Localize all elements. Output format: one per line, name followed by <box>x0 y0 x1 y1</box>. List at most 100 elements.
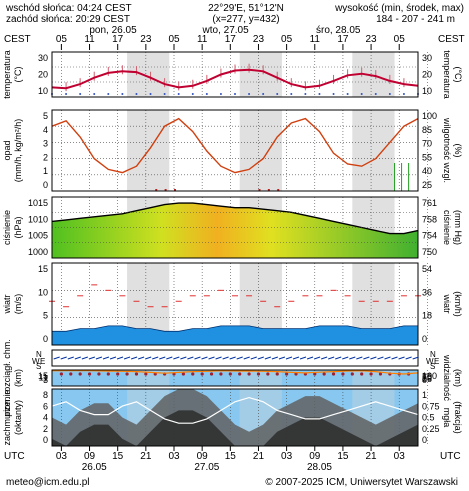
cloud-top-dot <box>181 372 185 376</box>
top-day-label: wto, 27.05 <box>202 25 250 36</box>
dewpoint-dot <box>65 93 68 95</box>
wind-arrow <box>335 356 342 360</box>
wind-arrow <box>194 356 201 360</box>
panel-border <box>51 262 419 346</box>
ytick-left: 1 <box>43 166 48 176</box>
wind-dir-label-s-right: S <box>430 362 435 371</box>
ytick-left: 3 <box>43 375 48 385</box>
precip-trace <box>155 189 158 191</box>
ytick-right: 0.75 <box>422 401 440 411</box>
coords-text: 22°29'E, 51°12'N <box>208 3 284 14</box>
timezone-left: CEST <box>4 34 31 45</box>
cloud-cover-dense <box>52 410 418 446</box>
panel-border <box>51 369 419 387</box>
cloud-top-dot <box>369 372 373 376</box>
dewpoint-dot <box>388 93 391 95</box>
top-hour-label: 11 <box>84 34 95 45</box>
wind-arrow <box>116 356 124 360</box>
top-day-label: pon, 26.05 <box>89 25 137 36</box>
ytick-left: 10 <box>38 287 48 297</box>
ytick-left: 8 <box>43 390 48 400</box>
cloud-top-dot <box>69 372 73 376</box>
wind-arrow <box>208 356 215 360</box>
cloud-top-dot <box>200 372 204 376</box>
wind-arrow <box>271 356 279 360</box>
cloud-top-dot <box>378 372 383 376</box>
wind-arrow <box>398 356 405 360</box>
wind-speed-area <box>51 325 419 346</box>
wind-arrow <box>137 356 145 360</box>
wind-arrow <box>201 356 208 360</box>
wind-arrow <box>166 356 173 360</box>
ytick-left: 15 <box>38 264 48 274</box>
ylabel-right-unit: (%) <box>453 144 463 158</box>
top-hour-label: 05 <box>281 34 293 45</box>
bottom-hour-label: 15 <box>225 451 237 462</box>
wind-arrow <box>130 356 138 360</box>
ylabel-left-unit: (km) <box>13 369 23 387</box>
cloud-top-dot <box>256 372 261 376</box>
ytick-left: 7 <box>43 374 48 384</box>
precip-trace <box>267 189 270 191</box>
wind-arrow <box>53 356 60 360</box>
wind-arrow <box>285 356 293 360</box>
top-day-label: śro, 28.05 <box>316 25 361 36</box>
utc-label-right: UTC <box>440 451 461 462</box>
cloud-top-dot <box>360 372 364 376</box>
top-hour-label: 23 <box>253 34 265 45</box>
cloud-top-dot <box>134 372 139 376</box>
ytick-right: 100 <box>422 371 437 381</box>
dewpoint-dot <box>177 93 180 95</box>
wind-arrow <box>236 356 243 360</box>
dewpoint-dot <box>93 93 96 95</box>
ytick-left: 6 <box>43 401 48 411</box>
dewpoint-dot <box>360 93 363 95</box>
ytick-right: 54 <box>422 264 432 274</box>
visibility-line <box>51 369 419 375</box>
ytick-left: 1000 <box>28 247 48 257</box>
wind-arrow <box>152 356 159 360</box>
bottom-hour-label: 03 <box>281 451 293 462</box>
elevation-values: 184 - 207 - 241 m <box>376 14 455 25</box>
top-hour-label: 17 <box>337 34 349 45</box>
wind-arrow <box>145 356 152 360</box>
ylabel-left-unit: (mm/h, kg/m²/h) <box>13 119 23 183</box>
wind-arrow <box>306 356 314 360</box>
dewpoint-dot <box>205 93 208 95</box>
humidity-line <box>51 117 419 174</box>
night-shade <box>239 52 282 97</box>
wind-arrow <box>391 356 398 360</box>
dewpoint-dot <box>135 93 138 95</box>
ylabel-right-unit: (frakcja) <box>453 401 463 434</box>
cloud-top-dot <box>238 372 242 376</box>
ytick-right: 0 <box>422 435 427 445</box>
top-hour-label: 05 <box>394 34 406 45</box>
wind-arrow <box>215 356 222 360</box>
wind-direction-frame <box>51 349 419 367</box>
wind-arrow <box>363 356 370 360</box>
cloud-top-dot <box>294 372 298 376</box>
bottom-hour-label: 03 <box>168 451 180 462</box>
wind-arrow <box>88 356 96 360</box>
wind-arrow <box>180 356 187 360</box>
cloud-top-dot <box>97 372 101 376</box>
top-hour-label: 17 <box>225 34 237 45</box>
ylabel-left: wiatr <box>2 294 12 314</box>
cloud-top-dot <box>87 372 92 376</box>
wind-dir-label-s: S <box>36 362 41 371</box>
bottom-hour-label: 09 <box>84 451 96 462</box>
ytick-left: 1015 <box>28 198 48 208</box>
cloud-top-dot <box>247 372 251 376</box>
ytick-right: 758 <box>422 214 437 224</box>
ytick-right: 75 <box>422 372 432 382</box>
ytick-left: 2 <box>43 424 48 434</box>
ytick-left: 5 <box>43 111 48 121</box>
sunset-text: zachód słońca: 20:29 CEST <box>6 14 130 25</box>
ylabel-right: widzialność <box>442 354 452 402</box>
bottom-time-axis: 03 09 15 21 03 09 15 21 03 09 15 21 03 26.05 27.05 28.0… <box>56 446 405 473</box>
top-hour-label: 23 <box>366 34 378 45</box>
ytick-left: 3 <box>43 139 48 149</box>
bottom-hour-label: 09 <box>309 451 321 462</box>
pressure-line <box>51 202 419 235</box>
